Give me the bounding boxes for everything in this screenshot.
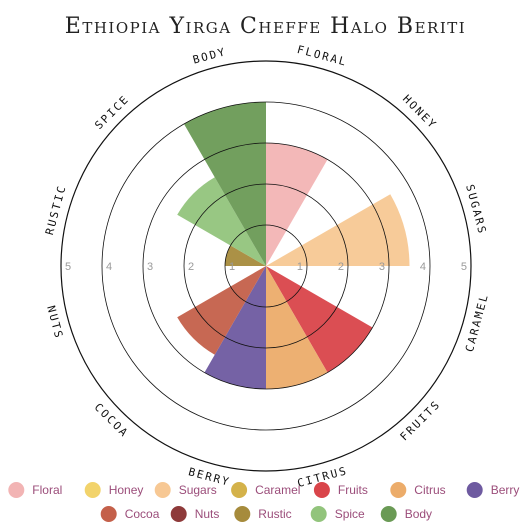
tick-label-left-4: 4 xyxy=(106,261,112,273)
wedge-berry[interactable] xyxy=(204,266,267,389)
legend-swatch-cocoa xyxy=(100,506,117,522)
legend-label-body: Body xyxy=(405,507,432,521)
wedge-body[interactable] xyxy=(184,102,266,266)
tick-label-left-3: 3 xyxy=(147,261,153,273)
legend-item-honey[interactable]: Honey xyxy=(84,482,144,498)
category-label-nuts: NUTS xyxy=(44,304,65,341)
legend-item-berry[interactable]: Berry xyxy=(466,482,520,498)
legend-label-sugars: Sugars xyxy=(179,483,217,497)
wedge-sugars[interactable] xyxy=(266,194,410,266)
category-label-cocoa: COCOA xyxy=(92,401,132,441)
category-label-honey: HONEY xyxy=(400,92,440,132)
tick-label-right-3: 3 xyxy=(379,261,385,273)
tick-label-left-5: 5 xyxy=(65,261,71,273)
grid-ring-3 xyxy=(142,142,390,390)
legend-swatch-spice xyxy=(310,506,327,522)
legend-swatch-body xyxy=(380,506,397,522)
grid-ring-2 xyxy=(183,183,349,349)
legend-swatch-nuts xyxy=(170,506,187,522)
wedge-citrus[interactable] xyxy=(266,266,328,389)
legend-swatch-caramel xyxy=(231,482,248,498)
wedge-fruits[interactable] xyxy=(266,266,373,373)
legend-item-spice[interactable]: Spice xyxy=(310,506,365,522)
category-label-body: BODY xyxy=(191,45,228,66)
tick-label-right-1: 1 xyxy=(297,261,303,273)
wedge-cocoa[interactable] xyxy=(177,266,266,355)
legend-swatch-citrus xyxy=(390,482,407,498)
tick-label-right-2: 2 xyxy=(338,261,344,273)
legend-label-honey: Honey xyxy=(109,483,144,497)
legend: Floral Honey Sugars Caramel Fruits Citrus Berr… xyxy=(8,482,519,522)
grid-ring-1 xyxy=(224,224,308,308)
grid-ring-5 xyxy=(60,60,472,472)
legend-label-citrus: Citrus xyxy=(414,483,445,497)
legend-swatch-honey xyxy=(84,482,101,498)
legend-item-floral[interactable]: Floral xyxy=(8,482,62,498)
category-label-fruits: FRUITS xyxy=(398,398,444,444)
legend-item-cocoa[interactable]: Cocoa xyxy=(100,506,160,522)
legend-item-nuts[interactable]: Nuts xyxy=(170,506,220,522)
category-label-spice: SPICE xyxy=(92,92,132,132)
chart-title: Ethiopia Yirga Cheffe Halo Beriti xyxy=(64,14,467,39)
tick-label-left-1: 1 xyxy=(229,261,235,273)
legend-label-spice: Spice xyxy=(335,507,365,521)
tick-layer: 1 1 2 2 3 3 4 4 5 5 xyxy=(65,261,467,273)
legend-item-sugars[interactable]: Sugars xyxy=(154,482,217,498)
grid-ring-4 xyxy=(101,101,431,431)
tick-label-right-5: 5 xyxy=(461,261,467,273)
legend-label-nuts: Nuts xyxy=(195,507,220,521)
wedge-spice[interactable] xyxy=(177,177,266,266)
legend-item-caramel[interactable]: Caramel xyxy=(231,482,300,498)
legend-item-citrus[interactable]: Citrus xyxy=(390,482,446,498)
legend-label-cocoa: Cocoa xyxy=(125,507,160,521)
legend-swatch-berry xyxy=(466,482,483,498)
category-label-caramel: CARAMEL xyxy=(463,292,491,354)
tick-label-left-2: 2 xyxy=(188,261,194,273)
legend-label-floral: Floral xyxy=(32,483,62,497)
legend-swatch-sugars xyxy=(154,482,171,498)
legend-swatch-rustic xyxy=(234,506,251,522)
legend-item-fruits[interactable]: Fruits xyxy=(313,482,368,498)
legend-swatch-floral xyxy=(8,482,25,498)
tick-label-right-4: 4 xyxy=(420,261,426,273)
legend-swatch-fruits xyxy=(313,482,330,498)
wedge-rustic[interactable] xyxy=(225,245,266,267)
wedge-layer xyxy=(177,102,410,389)
legend-label-rustic: Rustic xyxy=(258,507,291,521)
wedge-floral[interactable] xyxy=(266,143,328,266)
legend-item-rustic[interactable]: Rustic xyxy=(234,506,292,522)
legend-item-body[interactable]: Body xyxy=(380,506,432,522)
legend-label-caramel: Caramel xyxy=(255,483,300,497)
grid-layer xyxy=(60,60,472,472)
legend-label-berry: Berry xyxy=(491,483,520,497)
legend-label-fruits: Fruits xyxy=(338,483,368,497)
